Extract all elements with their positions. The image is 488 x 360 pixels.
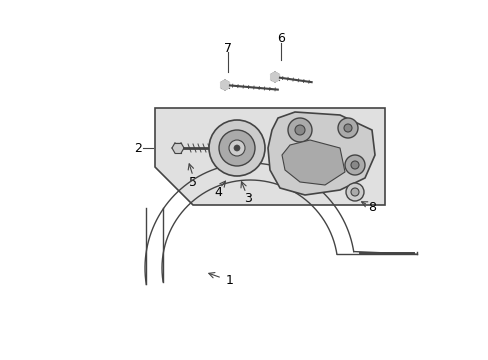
Circle shape	[234, 145, 240, 151]
Circle shape	[350, 161, 358, 169]
Text: 5: 5	[189, 176, 197, 189]
Circle shape	[294, 125, 305, 135]
Polygon shape	[270, 72, 279, 82]
Polygon shape	[172, 143, 183, 153]
Text: 3: 3	[244, 192, 251, 204]
Circle shape	[350, 188, 358, 196]
Circle shape	[219, 130, 254, 166]
Circle shape	[346, 183, 363, 201]
Circle shape	[208, 120, 264, 176]
Polygon shape	[155, 108, 384, 205]
Circle shape	[228, 140, 244, 156]
Circle shape	[345, 155, 364, 175]
Text: 1: 1	[225, 274, 233, 287]
Circle shape	[343, 124, 351, 132]
Text: 8: 8	[367, 201, 375, 213]
Text: 7: 7	[224, 41, 231, 54]
Text: 4: 4	[214, 185, 222, 198]
Polygon shape	[267, 112, 374, 195]
Circle shape	[210, 143, 221, 153]
Text: 6: 6	[277, 32, 285, 45]
Polygon shape	[282, 140, 345, 185]
Text: 2: 2	[134, 141, 142, 154]
Polygon shape	[220, 80, 229, 90]
Circle shape	[337, 118, 357, 138]
Circle shape	[287, 118, 311, 142]
